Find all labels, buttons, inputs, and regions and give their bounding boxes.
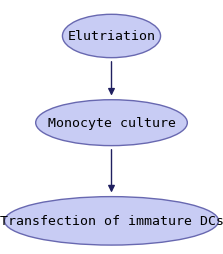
- Ellipse shape: [62, 15, 161, 58]
- Text: Elutriation: Elutriation: [68, 30, 155, 43]
- Text: Monocyte culture: Monocyte culture: [47, 117, 176, 130]
- Ellipse shape: [36, 100, 187, 146]
- Ellipse shape: [4, 197, 219, 245]
- Text: Transfection of immature DCs: Transfection of immature DCs: [0, 215, 223, 227]
